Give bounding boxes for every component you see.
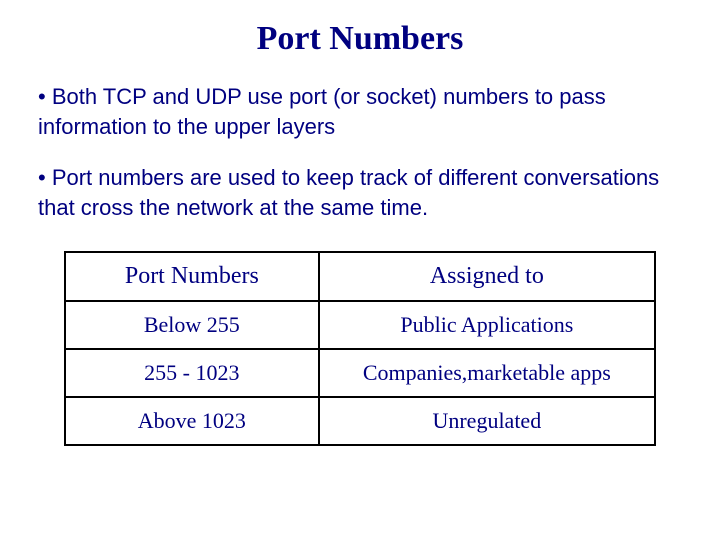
table-cell: Below 255 xyxy=(65,301,319,349)
bullet-list: • Both TCP and UDP use port (or socket) … xyxy=(38,82,682,223)
slide-title: Port Numbers xyxy=(30,20,690,58)
table-header-cell: Assigned to xyxy=(319,252,655,301)
port-table-wrap: Port Numbers Assigned to Below 255 Publi… xyxy=(64,251,656,446)
table-row: Below 255 Public Applications xyxy=(65,301,655,349)
table-cell: Companies,marketable apps xyxy=(319,349,655,397)
table-row: 255 - 1023 Companies,marketable apps xyxy=(65,349,655,397)
table-header-row: Port Numbers Assigned to xyxy=(65,252,655,301)
bullet-item: • Both TCP and UDP use port (or socket) … xyxy=(38,82,682,141)
table-cell: Above 1023 xyxy=(65,397,319,445)
port-table: Port Numbers Assigned to Below 255 Publi… xyxy=(64,251,656,446)
table-cell: Public Applications xyxy=(319,301,655,349)
table-header-cell: Port Numbers xyxy=(65,252,319,301)
table-row: Above 1023 Unregulated xyxy=(65,397,655,445)
table-cell: 255 - 1023 xyxy=(65,349,319,397)
table-cell: Unregulated xyxy=(319,397,655,445)
bullet-item: • Port numbers are used to keep track of… xyxy=(38,163,682,222)
slide: Port Numbers • Both TCP and UDP use port… xyxy=(0,0,720,540)
